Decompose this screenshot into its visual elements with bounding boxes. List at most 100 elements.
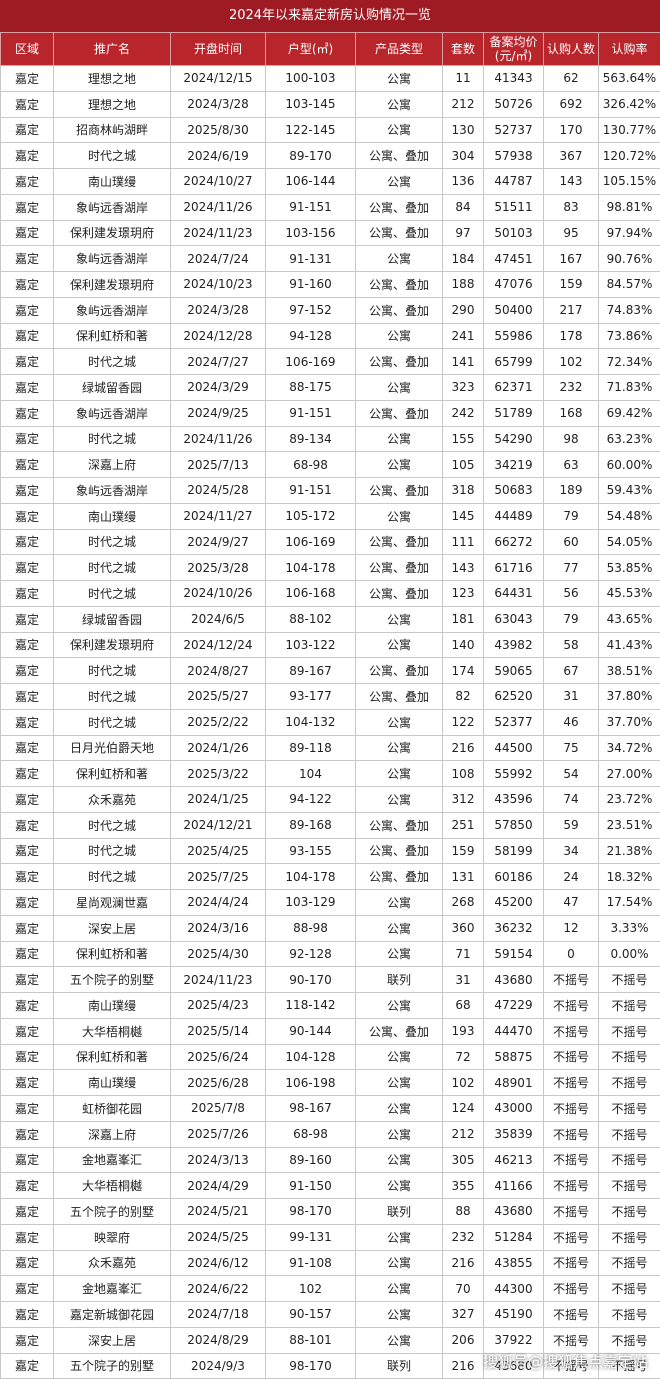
table-cell: 88-101 bbox=[266, 1327, 356, 1353]
table-cell: 90-157 bbox=[266, 1302, 356, 1328]
table-cell: 映翠府 bbox=[54, 1224, 171, 1250]
table-cell: 97.94% bbox=[599, 220, 660, 246]
table-cell: 105 bbox=[443, 452, 484, 478]
table-cell: 公寓 bbox=[356, 169, 443, 195]
table-cell: 93-155 bbox=[266, 838, 356, 864]
table-cell: 象屿远香湖岸 bbox=[54, 478, 171, 504]
table-cell: 嘉定 bbox=[1, 967, 54, 993]
table-cell: 2024/11/23 bbox=[171, 220, 266, 246]
table-cell: 18.32% bbox=[599, 864, 660, 890]
table-cell: 58 bbox=[544, 632, 599, 658]
table-cell: 理想之地 bbox=[54, 91, 171, 117]
table-cell: 61716 bbox=[484, 555, 544, 581]
table-cell: 嘉定 bbox=[1, 1353, 54, 1379]
table-cell: 时代之城 bbox=[54, 864, 171, 890]
table-cell: 2024/7/18 bbox=[171, 1302, 266, 1328]
table-cell: 时代之城 bbox=[54, 581, 171, 607]
table-cell: 2024/6/5 bbox=[171, 606, 266, 632]
table-cell: 不摇号 bbox=[544, 1250, 599, 1276]
table-cell: 嘉定 bbox=[1, 169, 54, 195]
table-cell: 108 bbox=[443, 761, 484, 787]
table-cell: 虹桥御花园 bbox=[54, 1096, 171, 1122]
table-cell: 星尚观澜世嘉 bbox=[54, 890, 171, 916]
table-cell: 77 bbox=[544, 555, 599, 581]
table-cell: 251 bbox=[443, 812, 484, 838]
table-cell: 2024/12/15 bbox=[171, 66, 266, 92]
table-cell: 89-167 bbox=[266, 658, 356, 684]
table-cell: 98-170 bbox=[266, 1199, 356, 1225]
table-cell: 37922 bbox=[484, 1327, 544, 1353]
table-cell: 159 bbox=[544, 272, 599, 298]
table-cell: 103-129 bbox=[266, 890, 356, 916]
table-cell: 嘉定新城御花园 bbox=[54, 1302, 171, 1328]
table-cell: 71 bbox=[443, 941, 484, 967]
table-cell: 公寓、叠加 bbox=[356, 272, 443, 298]
table-cell: 268 bbox=[443, 890, 484, 916]
table-cell: 155 bbox=[443, 426, 484, 452]
table-cell: 84 bbox=[443, 194, 484, 220]
table-cell: 嘉定 bbox=[1, 1018, 54, 1044]
table-cell: 时代之城 bbox=[54, 838, 171, 864]
table-cell: 62 bbox=[544, 66, 599, 92]
table-cell: 304 bbox=[443, 143, 484, 169]
table-cell: 64431 bbox=[484, 581, 544, 607]
table-cell: 嘉定 bbox=[1, 581, 54, 607]
table-cell: 124 bbox=[443, 1096, 484, 1122]
table-cell: 99-131 bbox=[266, 1224, 356, 1250]
table-cell: 89-118 bbox=[266, 735, 356, 761]
table-cell: 63.23% bbox=[599, 426, 660, 452]
table-cell: 17.54% bbox=[599, 890, 660, 916]
table-cell: 嘉定 bbox=[1, 272, 54, 298]
table-cell: 嘉定 bbox=[1, 452, 54, 478]
table-cell: 公寓 bbox=[356, 761, 443, 787]
table-cell: 50400 bbox=[484, 297, 544, 323]
table-cell: 不摇号 bbox=[599, 1250, 660, 1276]
table-cell: 241 bbox=[443, 323, 484, 349]
table-cell: 嘉定 bbox=[1, 375, 54, 401]
table-cell: 不摇号 bbox=[599, 1070, 660, 1096]
table-cell: 75 bbox=[544, 735, 599, 761]
table-cell: 167 bbox=[544, 246, 599, 272]
table-cell: 2024/8/29 bbox=[171, 1327, 266, 1353]
table-cell: 97-152 bbox=[266, 297, 356, 323]
table-cell: 不摇号 bbox=[599, 1121, 660, 1147]
table-cell: 2024/12/24 bbox=[171, 632, 266, 658]
table-cell: 104-178 bbox=[266, 555, 356, 581]
table-cell: 深嘉上府 bbox=[54, 1121, 171, 1147]
table-cell: 时代之城 bbox=[54, 684, 171, 710]
table-cell: 145 bbox=[443, 503, 484, 529]
table-cell: 嘉定 bbox=[1, 864, 54, 890]
table-cell: 嘉定 bbox=[1, 1147, 54, 1173]
table-cell: 2024/6/22 bbox=[171, 1276, 266, 1302]
table-cell: 不摇号 bbox=[599, 993, 660, 1019]
table-cell: 0.00% bbox=[599, 941, 660, 967]
table-cell: 141 bbox=[443, 349, 484, 375]
table-cell: 大华梧桐樾 bbox=[54, 1173, 171, 1199]
table-cell: 60.00% bbox=[599, 452, 660, 478]
table-cell: 公寓、叠加 bbox=[356, 349, 443, 375]
table-cell: 43680 bbox=[484, 1199, 544, 1225]
table-cell: 54290 bbox=[484, 426, 544, 452]
table-cell: 212 bbox=[443, 1121, 484, 1147]
table-cell: 嘉定 bbox=[1, 684, 54, 710]
table-cell: 深安上居 bbox=[54, 1327, 171, 1353]
table-cell: 31 bbox=[443, 967, 484, 993]
table-cell: 南山璞缦 bbox=[54, 169, 171, 195]
